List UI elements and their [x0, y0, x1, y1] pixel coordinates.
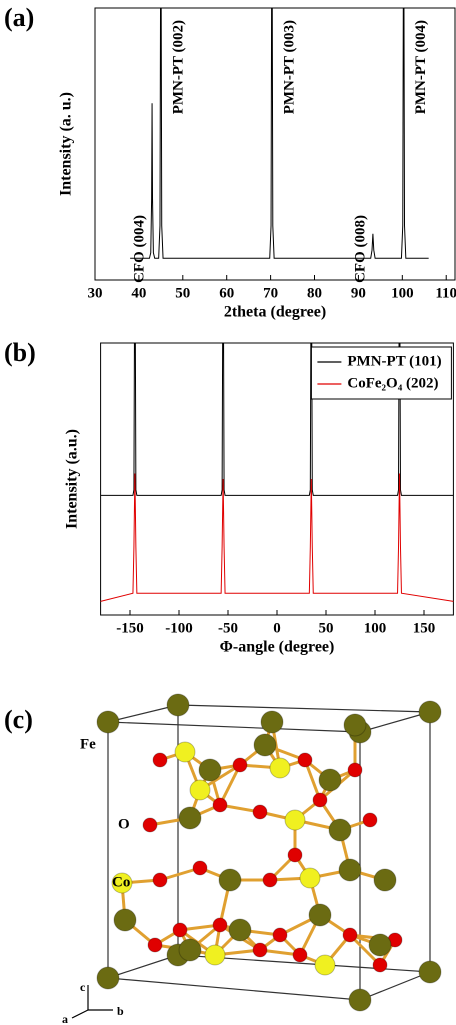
atom — [143, 818, 157, 832]
x-tick-label: -100 — [165, 620, 193, 636]
atom — [229, 919, 251, 941]
atom-label: O — [118, 816, 130, 832]
axis-label: c — [80, 980, 86, 994]
axis-label: a — [62, 1012, 68, 1025]
peak-annotation: PMN-PT (002) — [170, 20, 186, 114]
crystal-structure: (c) Fe O Co c a b — [4, 694, 441, 1025]
atom — [219, 869, 241, 891]
atom — [254, 734, 276, 756]
atom — [363, 813, 377, 827]
atom — [373, 958, 387, 972]
atom — [300, 868, 320, 888]
atom — [193, 861, 207, 875]
legend-label: PMN-PT (101) — [347, 353, 441, 369]
atom — [114, 909, 136, 931]
x-axis-title: 2theta (degree) — [224, 304, 326, 321]
y-axis-title: Intensity (a. u.) — [58, 92, 75, 196]
atom-label: Co — [112, 874, 130, 890]
atom — [419, 701, 441, 723]
x-tick-label: 60 — [219, 285, 234, 301]
atom — [153, 753, 167, 767]
x-tick-label: 30 — [88, 285, 103, 301]
atom — [329, 819, 351, 841]
cube-back — [178, 705, 430, 972]
y-axis-title: Intensity (a.u.) — [63, 429, 80, 529]
peak-annotation: CFO (004) — [132, 215, 148, 283]
atom — [179, 939, 201, 961]
atom — [263, 873, 277, 887]
atom — [199, 759, 221, 781]
x-tick-label: 150 — [413, 620, 436, 636]
plot-frame — [95, 8, 455, 280]
x-tick-label: 80 — [307, 285, 322, 301]
atom — [419, 961, 441, 983]
atom — [213, 798, 227, 812]
data-line — [101, 474, 454, 602]
atom — [205, 945, 225, 965]
x-tick-label: 50 — [175, 285, 190, 301]
atom — [349, 989, 371, 1011]
atom-label: Fe — [80, 736, 96, 752]
atom — [339, 859, 361, 881]
atom — [313, 793, 327, 807]
atom — [285, 810, 305, 830]
atom — [298, 753, 312, 767]
x-tick-label: 100 — [391, 285, 414, 301]
panel-label: (c) — [4, 705, 33, 734]
peak-annotation: PMN-PT (003) — [281, 20, 297, 114]
atom — [319, 769, 341, 791]
atom — [343, 928, 357, 942]
x-tick-label: 40 — [131, 285, 146, 301]
axes-triad — [72, 985, 113, 1018]
atom — [261, 711, 283, 733]
axis-label: b — [117, 1004, 124, 1018]
x-tick-label: 50 — [319, 620, 334, 636]
atom — [213, 918, 227, 932]
x-tick-label: 70 — [263, 285, 278, 301]
figure: (c) Fe O Co c a b (a) 30 40 50 60 70 80 90 100 11… — [0, 0, 456, 1025]
x-tick-label: -50 — [218, 620, 238, 636]
atom — [175, 742, 195, 762]
atom — [270, 758, 290, 778]
atom — [253, 805, 267, 819]
atom — [179, 807, 201, 829]
x-tick-label: 100 — [364, 620, 387, 636]
atom — [167, 694, 189, 716]
atom — [190, 780, 210, 800]
atom — [273, 928, 287, 942]
x-tick-label: 0 — [273, 620, 281, 636]
plot-area — [101, 207, 454, 601]
panel-label: (a) — [4, 3, 34, 32]
legend-label: CoFe₂O₄ (202) — [347, 375, 438, 391]
x-axis-title: Φ-angle (degree) — [220, 639, 335, 656]
panel-label: (b) — [4, 338, 36, 367]
atom — [315, 955, 335, 975]
x-tick-label: -150 — [116, 620, 144, 636]
atom — [288, 848, 302, 862]
atom — [97, 711, 119, 733]
atom — [97, 967, 119, 989]
atom — [309, 904, 331, 926]
atom — [173, 923, 187, 937]
atom — [369, 934, 391, 956]
atom — [253, 943, 267, 957]
atom — [293, 948, 307, 962]
atom — [348, 763, 362, 777]
atom — [153, 873, 167, 887]
atom — [344, 714, 366, 736]
peak-annotation: PMN-PT (004) — [413, 20, 429, 114]
x-tick-label: 90 — [351, 285, 366, 301]
x-tick-label: 110 — [435, 285, 456, 301]
peak-annotation: CFO (008) — [352, 215, 368, 283]
atom — [233, 758, 247, 772]
atom — [374, 869, 396, 891]
atom — [148, 938, 162, 952]
